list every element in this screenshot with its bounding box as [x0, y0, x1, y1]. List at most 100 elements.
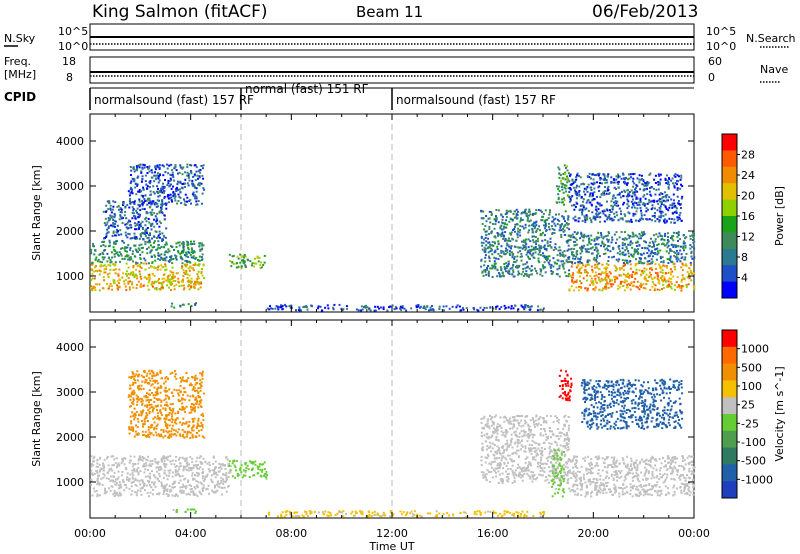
data-cell — [556, 201, 558, 204]
data-cell — [192, 250, 195, 253]
data-cell — [489, 243, 492, 246]
data-cell — [155, 205, 158, 208]
data-cell — [567, 187, 570, 190]
data-cell — [669, 280, 672, 283]
data-cell — [360, 305, 363, 308]
data-cell — [678, 214, 681, 217]
data-cell — [658, 219, 661, 222]
data-cell — [581, 245, 584, 248]
data-cell — [174, 471, 177, 473]
data-cell — [484, 236, 487, 239]
data-cell — [605, 262, 608, 265]
data-cell — [151, 208, 154, 211]
data-cell — [154, 255, 157, 258]
data-cell — [170, 283, 173, 286]
data-cell — [595, 214, 598, 216]
data-cell — [167, 172, 170, 175]
data-cell — [102, 476, 105, 479]
data-cell — [172, 433, 175, 436]
data-cell — [112, 200, 115, 203]
data-cell — [606, 187, 609, 190]
data-cell — [139, 455, 142, 458]
data-cell — [491, 276, 494, 278]
data-cell — [670, 250, 673, 253]
data-cell — [555, 273, 558, 275]
data-cell — [152, 417, 155, 420]
data-cell — [114, 492, 116, 494]
data-cell — [145, 399, 148, 402]
data-cell — [574, 190, 577, 193]
data-cell — [177, 188, 180, 191]
data-cell — [134, 224, 137, 227]
scatter-region — [228, 459, 268, 480]
data-cell — [179, 384, 182, 387]
data-cell — [522, 306, 525, 309]
data-cell — [150, 228, 153, 231]
data-cell — [116, 280, 119, 283]
data-cell — [669, 257, 672, 260]
data-cell — [642, 218, 645, 221]
data-cell — [181, 397, 183, 400]
data-cell — [201, 268, 203, 270]
data-cell — [614, 241, 617, 244]
data-cell — [148, 463, 151, 466]
data-cell — [604, 284, 607, 287]
data-cell — [263, 261, 266, 264]
data-cell — [147, 393, 150, 396]
data-cell — [165, 394, 167, 397]
data-cell — [670, 198, 673, 201]
data-cell — [216, 474, 219, 477]
data-cell — [194, 396, 197, 399]
data-cell — [182, 406, 184, 409]
data-cell — [616, 238, 619, 241]
data-cell — [537, 260, 540, 263]
data-cell — [153, 483, 156, 486]
data-cell — [189, 253, 192, 256]
data-cell — [136, 398, 139, 401]
data-cell — [134, 430, 137, 433]
data-cell — [135, 484, 138, 487]
data-cell — [638, 261, 641, 264]
data-cell — [604, 248, 607, 251]
data-cell — [615, 175, 618, 178]
data-cell — [605, 285, 608, 288]
data-cell — [162, 486, 165, 489]
data-cell — [157, 265, 160, 268]
data-cell — [641, 203, 644, 206]
data-cell — [170, 433, 173, 436]
data-cell — [599, 211, 602, 214]
data-cell — [692, 239, 695, 241]
data-cell — [636, 190, 639, 193]
data-cell — [131, 477, 134, 480]
data-cell — [194, 406, 196, 409]
data-cell — [262, 264, 265, 266]
data-cell — [113, 279, 116, 282]
data-cell — [153, 282, 156, 285]
data-cell — [135, 433, 138, 436]
data-cell — [650, 250, 653, 253]
data-cell — [487, 265, 490, 267]
data-cell — [626, 262, 629, 265]
data-cell — [195, 302, 198, 305]
data-cell — [606, 181, 609, 184]
data-cell — [166, 167, 169, 170]
data-cell — [690, 250, 693, 253]
data-cell — [623, 231, 626, 234]
data-cell — [673, 266, 676, 269]
data-cell — [596, 250, 599, 253]
data-cell — [154, 280, 156, 283]
data-cell — [197, 396, 200, 399]
data-cell — [631, 206, 634, 209]
data-cell — [627, 272, 629, 275]
data-cell — [577, 174, 580, 177]
data-cell — [150, 193, 152, 196]
data-cell — [536, 228, 539, 230]
data-cell — [544, 224, 547, 227]
data-cell — [192, 424, 195, 427]
data-cell — [648, 245, 651, 248]
data-cell — [206, 462, 209, 465]
data-cell — [137, 462, 140, 465]
data-cell — [642, 180, 645, 183]
data-cell — [159, 369, 162, 372]
data-cell — [106, 283, 108, 285]
